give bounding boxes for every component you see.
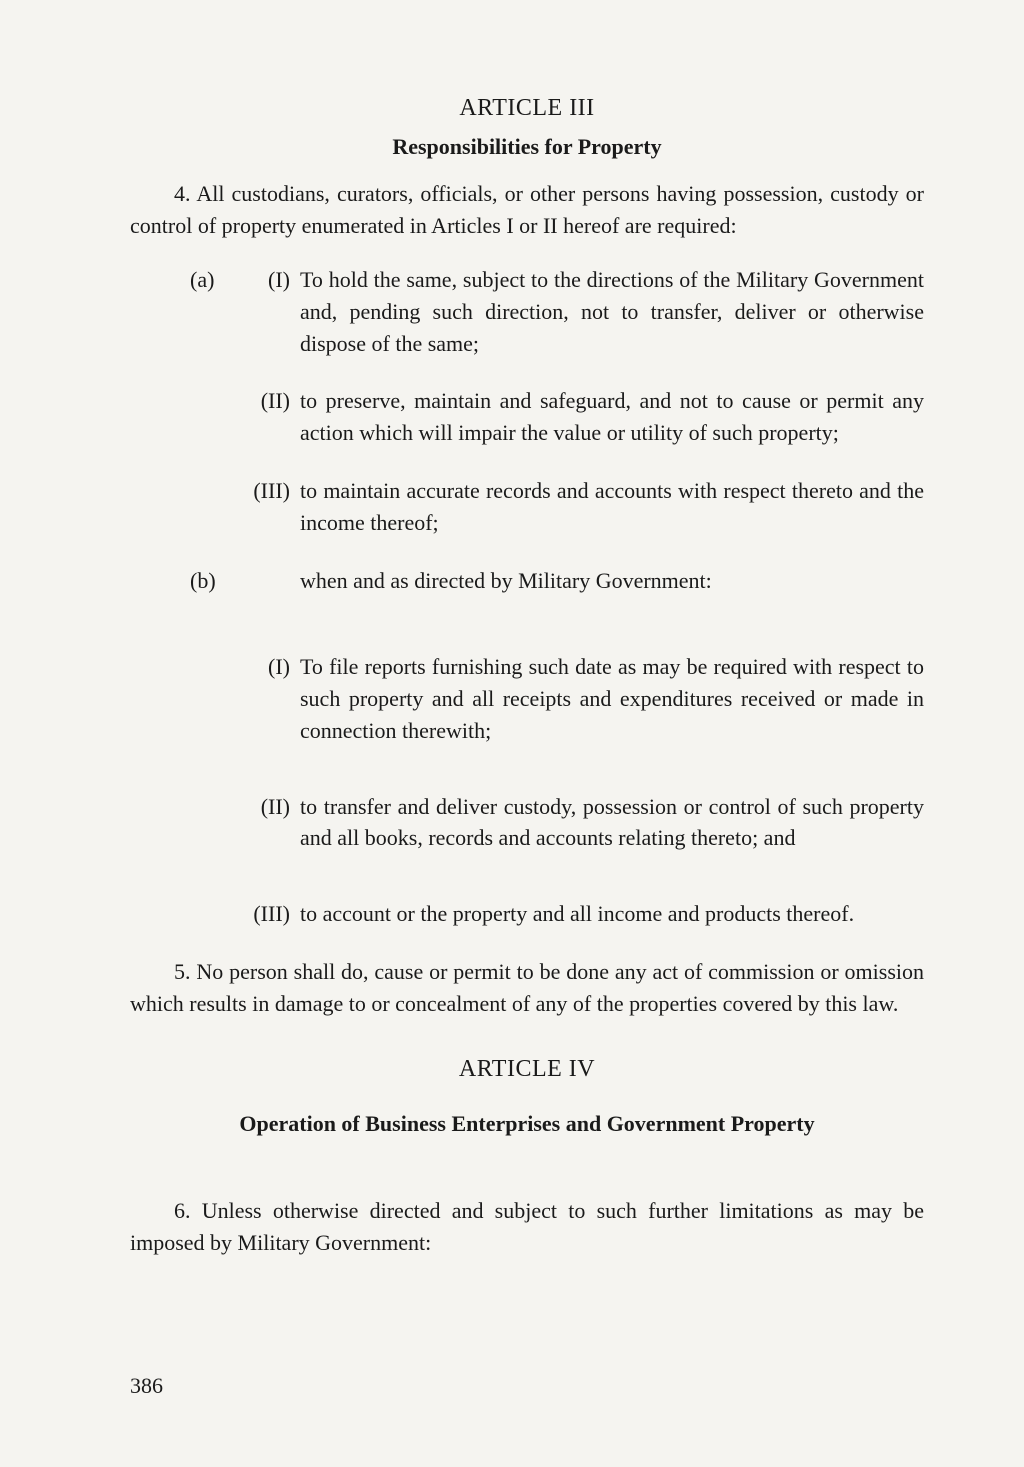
list-text: to preserve, maintain and safeguard, and… [300,385,924,449]
article3-subtitle: Responsibilities for Property [130,134,924,160]
list-item-a-i: (a) (I) To hold the same, subject to the… [190,264,924,360]
marker-roman: (I) [240,651,300,683]
marker-roman: (I) [240,264,300,296]
paragraph-5: 5. No person shall do, cause or permit t… [130,956,924,1020]
spacer [190,623,924,651]
article4-block: ARTICLE IV Operation of Business Enterpr… [130,1056,924,1259]
marker-roman: (II) [240,791,300,823]
list-item-a-ii: (II) to preserve, maintain and safeguard… [240,385,924,449]
document-page: ARTICLE III Responsibilities for Propert… [0,0,1024,1467]
marker-roman: (III) [240,475,300,507]
list-text: to transfer and deliver custody, possess… [300,791,924,855]
list-item-b-iii: (III) to account or the property and all… [240,898,924,930]
paragraph-4: 4. All custodians, curators, officials, … [130,178,924,242]
paragraph-6: 6. Unless otherwise directed and subject… [130,1195,924,1259]
list-text: when and as directed by Military Governm… [300,565,924,597]
list-item-b-i: (I) To file reports furnishing such date… [240,651,924,747]
page-number: 386 [130,1373,163,1399]
list-item-b-intro: (b) when and as directed by Military Gov… [190,565,924,597]
list-text: to maintain accurate records and account… [300,475,924,539]
article4-subtitle: Operation of Business Enterprises and Go… [130,1111,924,1137]
list-text: to account or the property and all incom… [300,898,924,930]
sublist-b: (I) To file reports furnishing such date… [240,651,924,930]
article4-heading: ARTICLE IV [130,1056,924,1083]
sublist-a: (II) to preserve, maintain and safeguard… [240,385,924,539]
list-text: To hold the same, subject to the directi… [300,264,924,360]
marker-roman: (II) [240,385,300,417]
list-text: To file reports furnishing such date as … [300,651,924,747]
list-a: (a) (I) To hold the same, subject to the… [190,264,924,930]
list-item-a-iii: (III) to maintain accurate records and a… [240,475,924,539]
marker-b: (b) [190,565,240,597]
marker-roman: (III) [240,898,300,930]
list-item-b-ii: (II) to transfer and deliver custody, po… [240,791,924,855]
article3-heading: ARTICLE III [130,95,924,122]
marker-a: (a) [190,264,240,296]
